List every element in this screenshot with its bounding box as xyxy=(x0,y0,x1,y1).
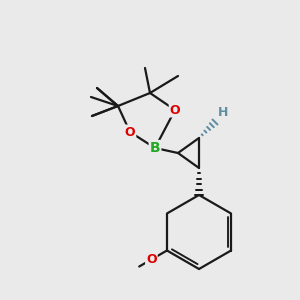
Text: O: O xyxy=(146,253,157,266)
Text: B: B xyxy=(150,141,160,155)
Text: O: O xyxy=(170,103,180,116)
Text: O: O xyxy=(125,125,135,139)
Text: H: H xyxy=(218,106,228,119)
